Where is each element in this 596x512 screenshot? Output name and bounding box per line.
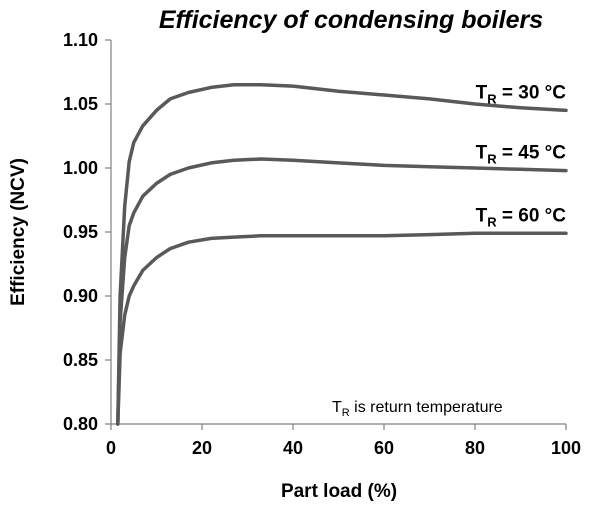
series-label-sub: R [487, 214, 497, 229]
series-label-0: TR = 30 °C [476, 82, 567, 106]
y-tick-label: 1.05 [63, 94, 98, 114]
y-tick-label: 0.90 [63, 286, 98, 306]
series-label-main: T [476, 82, 488, 103]
series-label-main: T [476, 205, 488, 226]
y-tick-label: 0.85 [63, 350, 98, 370]
series-label-rest: = 30 °C [497, 82, 567, 103]
y-tick-label: 0.95 [63, 222, 98, 242]
y-tick-label: 1.00 [63, 158, 98, 178]
x-tick-label: 60 [374, 438, 394, 458]
series-label-2: TR = 60 °C [476, 205, 567, 229]
series-labels: TR = 30 °CTR = 45 °CTR = 60 °C [476, 82, 567, 229]
return-temperature-note: TR is return temperature [332, 399, 503, 419]
y-axis: 0.80 0.85 0.90 0.95 1.00 1.05 1.10 [63, 30, 112, 434]
x-tick-label: 0 [106, 438, 116, 458]
chart-title: Efficiency of condensing boilers [159, 6, 543, 34]
series-label-sub: R [487, 152, 497, 167]
note-rest: is return temperature [350, 399, 503, 416]
series-line-2 [116, 231, 568, 426]
series-label-1: TR = 45 °C [476, 143, 567, 167]
x-tick-label: 40 [283, 438, 303, 458]
series-line-0 [116, 83, 568, 426]
series-label-sub: R [487, 91, 497, 106]
series-label-rest: = 45 °C [497, 143, 567, 164]
y-axis-title: Efficiency (NCV) [8, 158, 29, 306]
y-tick-label: 1.10 [63, 30, 98, 50]
x-tick-label: 100 [551, 438, 581, 458]
x-axis: 0 20 40 60 80 100 [106, 423, 581, 458]
x-tick-label: 20 [192, 438, 212, 458]
series-line-1 [116, 157, 568, 426]
note-sub: R [342, 407, 350, 419]
series-label-rest: = 60 °C [497, 205, 567, 226]
series-lines [116, 83, 568, 426]
series-label-main: T [476, 143, 488, 164]
note-main: T [332, 399, 342, 416]
y-tick-label: 0.80 [63, 414, 98, 434]
x-axis-title: Part load (%) [281, 481, 397, 502]
x-tick-label: 80 [465, 438, 485, 458]
